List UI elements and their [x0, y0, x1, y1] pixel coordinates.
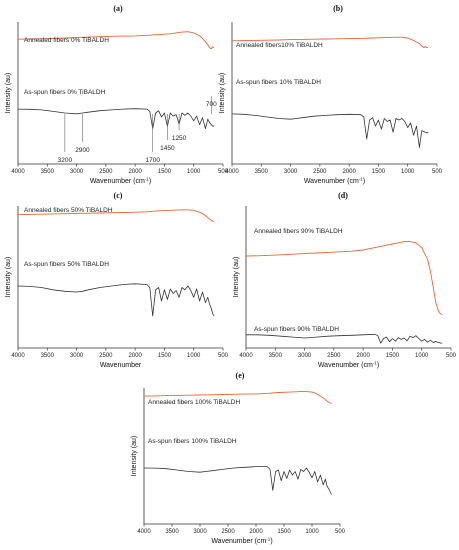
x-tick-label: 2000	[128, 353, 142, 359]
x-tick-label: 4000	[11, 353, 25, 359]
x-tick-label: 3000	[193, 529, 207, 535]
x-tick-label: 3000	[284, 169, 298, 175]
annealed-series-label: Annealed fibers 0% TiBALDH	[24, 37, 109, 44]
peak-annotation: 700	[206, 101, 217, 108]
x-tick-label: 1500	[386, 353, 400, 359]
y-axis-title: Intensity (au)	[219, 73, 226, 113]
as-spun-series-label: As-spun fibers 100% TiBALDH	[148, 438, 237, 445]
x-tick-label: 3500	[165, 529, 179, 535]
annealed-series-line	[143, 391, 332, 404]
annealed-series-label: Annealed fibers 90% TiBALDH	[254, 228, 343, 235]
panel-5: (e) 4000 3500 3000 2500 2000 1500 1000 500 Wavenu…	[131, 371, 346, 545]
x-tick-label: 2000	[128, 169, 142, 175]
as-spun-series-label: As-spun fibers 0% TiBALDH	[24, 89, 106, 96]
annealed-series-line	[17, 31, 215, 50]
x-tick-label: 1000	[187, 353, 201, 359]
as-spun-series-label: As-spun fibers 50% TiBALDH	[24, 261, 109, 268]
annealed-series-label: Annealed fibers 100% TiBALDH	[148, 399, 240, 406]
panel-label: (b)	[333, 4, 343, 13]
annealed-series-label: Annealed fibers 50% TiBALDH	[24, 207, 113, 214]
x-tick-label: 2500	[313, 169, 327, 175]
x-axis-title: Wavenumber (cm-1)	[318, 361, 379, 370]
x-tick-label: 4000	[239, 353, 253, 359]
x-tick-label: 3500	[41, 169, 55, 175]
x-tick-label: 4000	[225, 169, 239, 175]
panel-1: (a) 4000 3500 3000 2500 2000 1500 1000 500 Wavenu…	[5, 4, 229, 185]
x-tick-label: 1000	[415, 353, 429, 359]
annealed-series-line	[245, 241, 443, 316]
x-tick-label: 2500	[327, 353, 341, 359]
x-tick-label: 3500	[255, 169, 269, 175]
x-tick-label: 3000	[298, 353, 312, 359]
x-tick-label: 500	[218, 353, 229, 359]
x-tick-label: 1500	[372, 169, 386, 175]
x-axis-title: Wavenumber (cm-1)	[211, 537, 272, 546]
y-axis-title: Intensity (au)	[131, 436, 138, 476]
x-axis-title: Wavenumber (cm-1)	[90, 177, 151, 186]
peak-annotation: 1450	[160, 145, 175, 152]
panel-2: (b) 4000 3500 3000 2500 2000 1500 1000 500 Wavenu…	[219, 4, 443, 185]
panel-label: (e)	[236, 371, 245, 380]
y-axis-title: Intensity (au)	[5, 257, 12, 297]
as-spun-series-label: As-spun fibers 10% TiBALDH	[236, 79, 321, 86]
peak-annotation: 1250	[172, 135, 187, 142]
y-axis-title: Intensity (au)	[5, 73, 12, 113]
x-tick-label: 500	[446, 353, 457, 359]
as-spun-series-line	[17, 108, 215, 130]
panel-3: (c) 4000 3500 3000 2500 2000 1500 1000 500 Wavenu…	[5, 191, 229, 369]
peak-annotation: 2900	[75, 147, 90, 154]
panel-4: (d) 4000 3500 3000 2500 2000 1500 1000 500 Wavenu…	[233, 191, 457, 369]
panel-label: (a)	[113, 4, 123, 13]
x-tick-label: 2000	[249, 529, 263, 535]
x-tick-label: 500	[432, 169, 443, 175]
x-tick-label: 1000	[401, 169, 415, 175]
x-tick-label: 1000	[187, 169, 201, 175]
x-tick-label: 2500	[99, 353, 113, 359]
x-tick-label: 500	[335, 529, 346, 535]
x-tick-label: 2000	[356, 353, 370, 359]
x-axis-title: Wavenumber	[100, 362, 142, 369]
annealed-series-line	[17, 209, 215, 222]
as-spun-series-label: As-spun fibers 90% TiBALDH	[254, 326, 339, 333]
as-spun-series-line	[17, 283, 215, 317]
x-tick-label: 3500	[41, 353, 55, 359]
x-tick-label: 2000	[342, 169, 356, 175]
x-tick-label: 4000	[137, 529, 151, 535]
annealed-series-line	[231, 36, 429, 49]
as-spun-series-line	[246, 333, 443, 344]
x-tick-label: 3000	[70, 353, 84, 359]
x-tick-label: 3000	[70, 169, 84, 175]
x-tick-label: 1500	[277, 529, 291, 535]
x-axis-title: Wavenumber (cm-1)	[304, 177, 365, 186]
annealed-series-label: Annealed fibers10% TiBALDH	[236, 42, 323, 49]
x-tick-label: 500	[218, 169, 229, 175]
x-tick-label: 3500	[269, 353, 283, 359]
x-tick-label: 1000	[305, 529, 319, 535]
x-tick-label: 4000	[11, 169, 25, 175]
x-tick-label: 1500	[158, 169, 172, 175]
panel-label: (d)	[338, 191, 348, 200]
panel-label: (c)	[114, 191, 123, 200]
as-spun-series-line	[143, 466, 332, 495]
peak-annotation: 3200	[58, 157, 73, 164]
y-axis-title: Intensity (au)	[233, 257, 240, 297]
peak-annotation: 1700	[145, 157, 160, 164]
x-tick-label: 1500	[158, 353, 172, 359]
as-spun-series-line	[231, 113, 429, 148]
x-tick-label: 2500	[221, 529, 235, 535]
x-tick-label: 2500	[99, 169, 113, 175]
